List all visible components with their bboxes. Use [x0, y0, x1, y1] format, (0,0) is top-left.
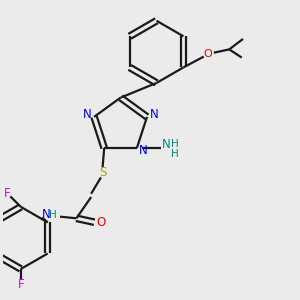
Text: N: N: [162, 137, 171, 151]
Text: F: F: [4, 187, 11, 200]
Text: N: N: [82, 108, 91, 121]
Text: O: O: [96, 216, 106, 229]
Text: N: N: [150, 108, 159, 121]
Text: H: H: [49, 210, 57, 220]
Text: O: O: [204, 49, 212, 59]
Text: N: N: [42, 208, 50, 221]
Text: H: H: [171, 149, 178, 159]
Text: H: H: [171, 139, 178, 149]
Text: F: F: [17, 278, 24, 291]
Text: S: S: [99, 166, 106, 179]
Text: N: N: [139, 144, 148, 157]
